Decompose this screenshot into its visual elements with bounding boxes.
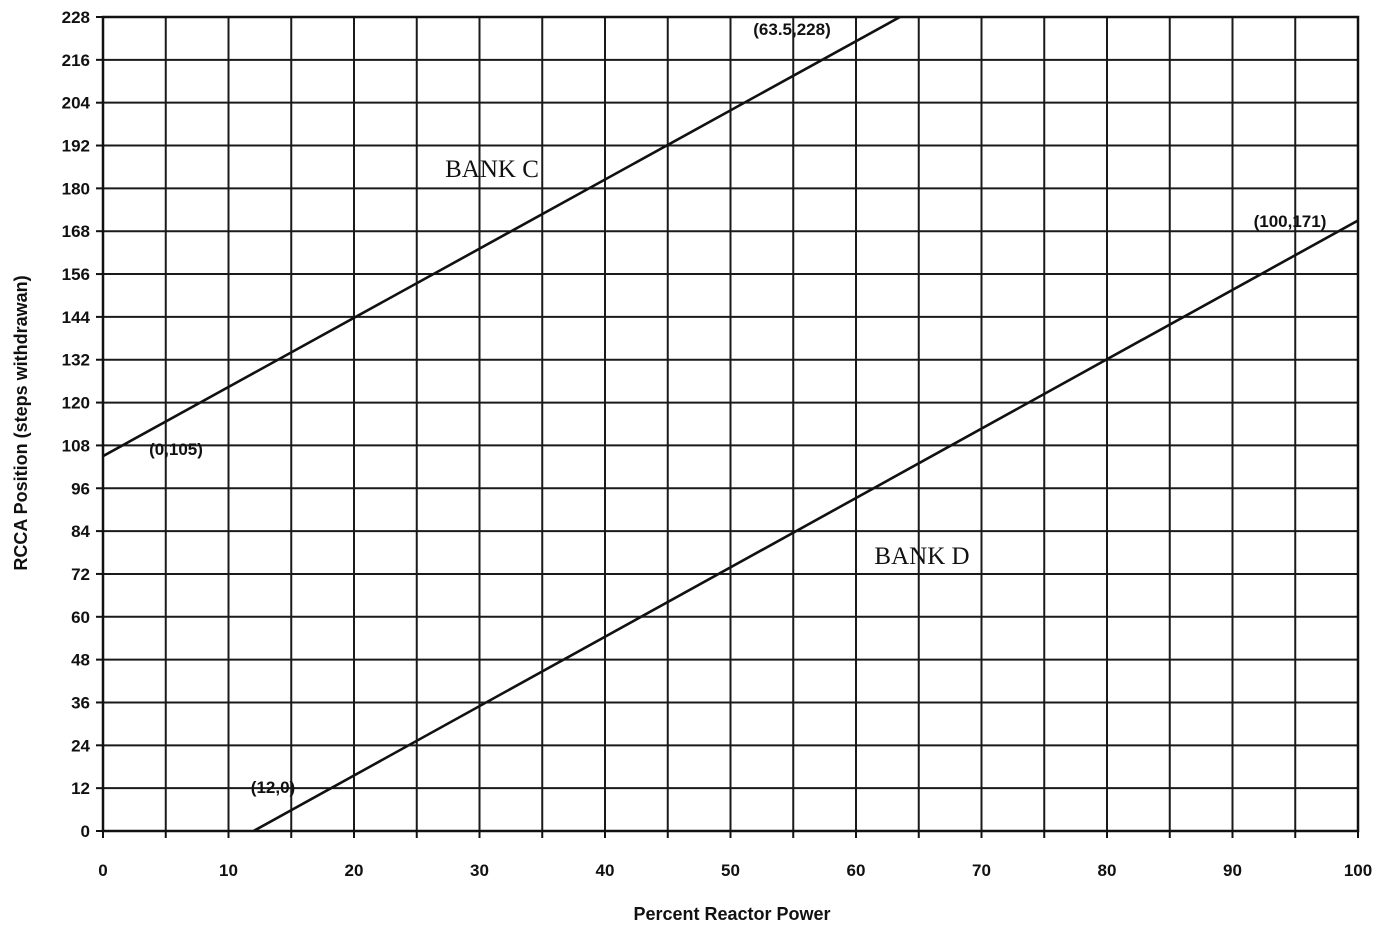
y-tick-label: 12 xyxy=(71,779,90,798)
series-label-bank-d: BANK D xyxy=(874,543,969,570)
y-tick-label: 144 xyxy=(62,308,91,327)
series-line-bank-c xyxy=(103,17,903,458)
x-tick-label: 30 xyxy=(470,861,489,880)
y-tick-label: 72 xyxy=(71,565,90,584)
y-tick-label: 132 xyxy=(62,351,90,370)
y-tick-label: 216 xyxy=(62,51,90,70)
y-tick-label: 156 xyxy=(62,265,90,284)
y-tick-label: 36 xyxy=(71,693,90,712)
y-tick-label: 60 xyxy=(71,608,90,627)
x-tick-label: 80 xyxy=(1098,861,1117,880)
axes xyxy=(96,15,1360,838)
x-tick-label: 100 xyxy=(1344,861,1372,880)
x-axis-title: Percent Reactor Power xyxy=(633,904,830,924)
y-axis-title: RCCA Position (steps withdrawan) xyxy=(11,275,31,570)
x-tick-label: 0 xyxy=(98,861,107,880)
y-tick-label: 180 xyxy=(62,179,90,198)
y-tick-label: 108 xyxy=(62,436,90,455)
point-label: (12,0) xyxy=(251,778,295,797)
x-tick-labels: 0 10 20 30 40 50 60 70 80 90 100 xyxy=(98,861,1372,880)
x-tick-label: 50 xyxy=(721,861,740,880)
series-lines xyxy=(103,17,1358,831)
annotations: BANK C BANK D (0,105) (63.5,228) (100,171) (1… xyxy=(149,20,1326,797)
y-tick-label: 84 xyxy=(71,522,90,541)
y-tick-label: 24 xyxy=(71,736,90,755)
x-tick-label: 20 xyxy=(345,861,364,880)
series-line-bank-d xyxy=(250,219,1358,831)
x-tick-label: 40 xyxy=(596,861,615,880)
point-label: (0,105) xyxy=(149,440,203,459)
x-tick-label: 10 xyxy=(219,861,238,880)
grid xyxy=(103,17,1358,831)
point-label: (63.5,228) xyxy=(753,20,831,39)
y-tick-label: 96 xyxy=(71,479,90,498)
y-tick-label: 204 xyxy=(62,94,91,113)
y-tick-label: 48 xyxy=(71,651,90,670)
x-tick-label: 70 xyxy=(972,861,991,880)
series-label-bank-c: BANK C xyxy=(445,156,539,183)
x-tick-label: 90 xyxy=(1223,861,1242,880)
x-tick-label: 60 xyxy=(847,861,866,880)
y-tick-label: 120 xyxy=(62,394,90,413)
point-label: (100,171) xyxy=(1254,212,1327,231)
y-tick-label: 0 xyxy=(81,822,90,841)
y-tick-labels: 0 12 24 36 48 60 72 84 96 108 120 132 144 156 168 180 19… xyxy=(62,8,91,841)
y-tick-label: 192 xyxy=(62,137,90,156)
y-tick-label: 228 xyxy=(62,8,90,27)
y-tick-label: 168 xyxy=(62,222,90,241)
